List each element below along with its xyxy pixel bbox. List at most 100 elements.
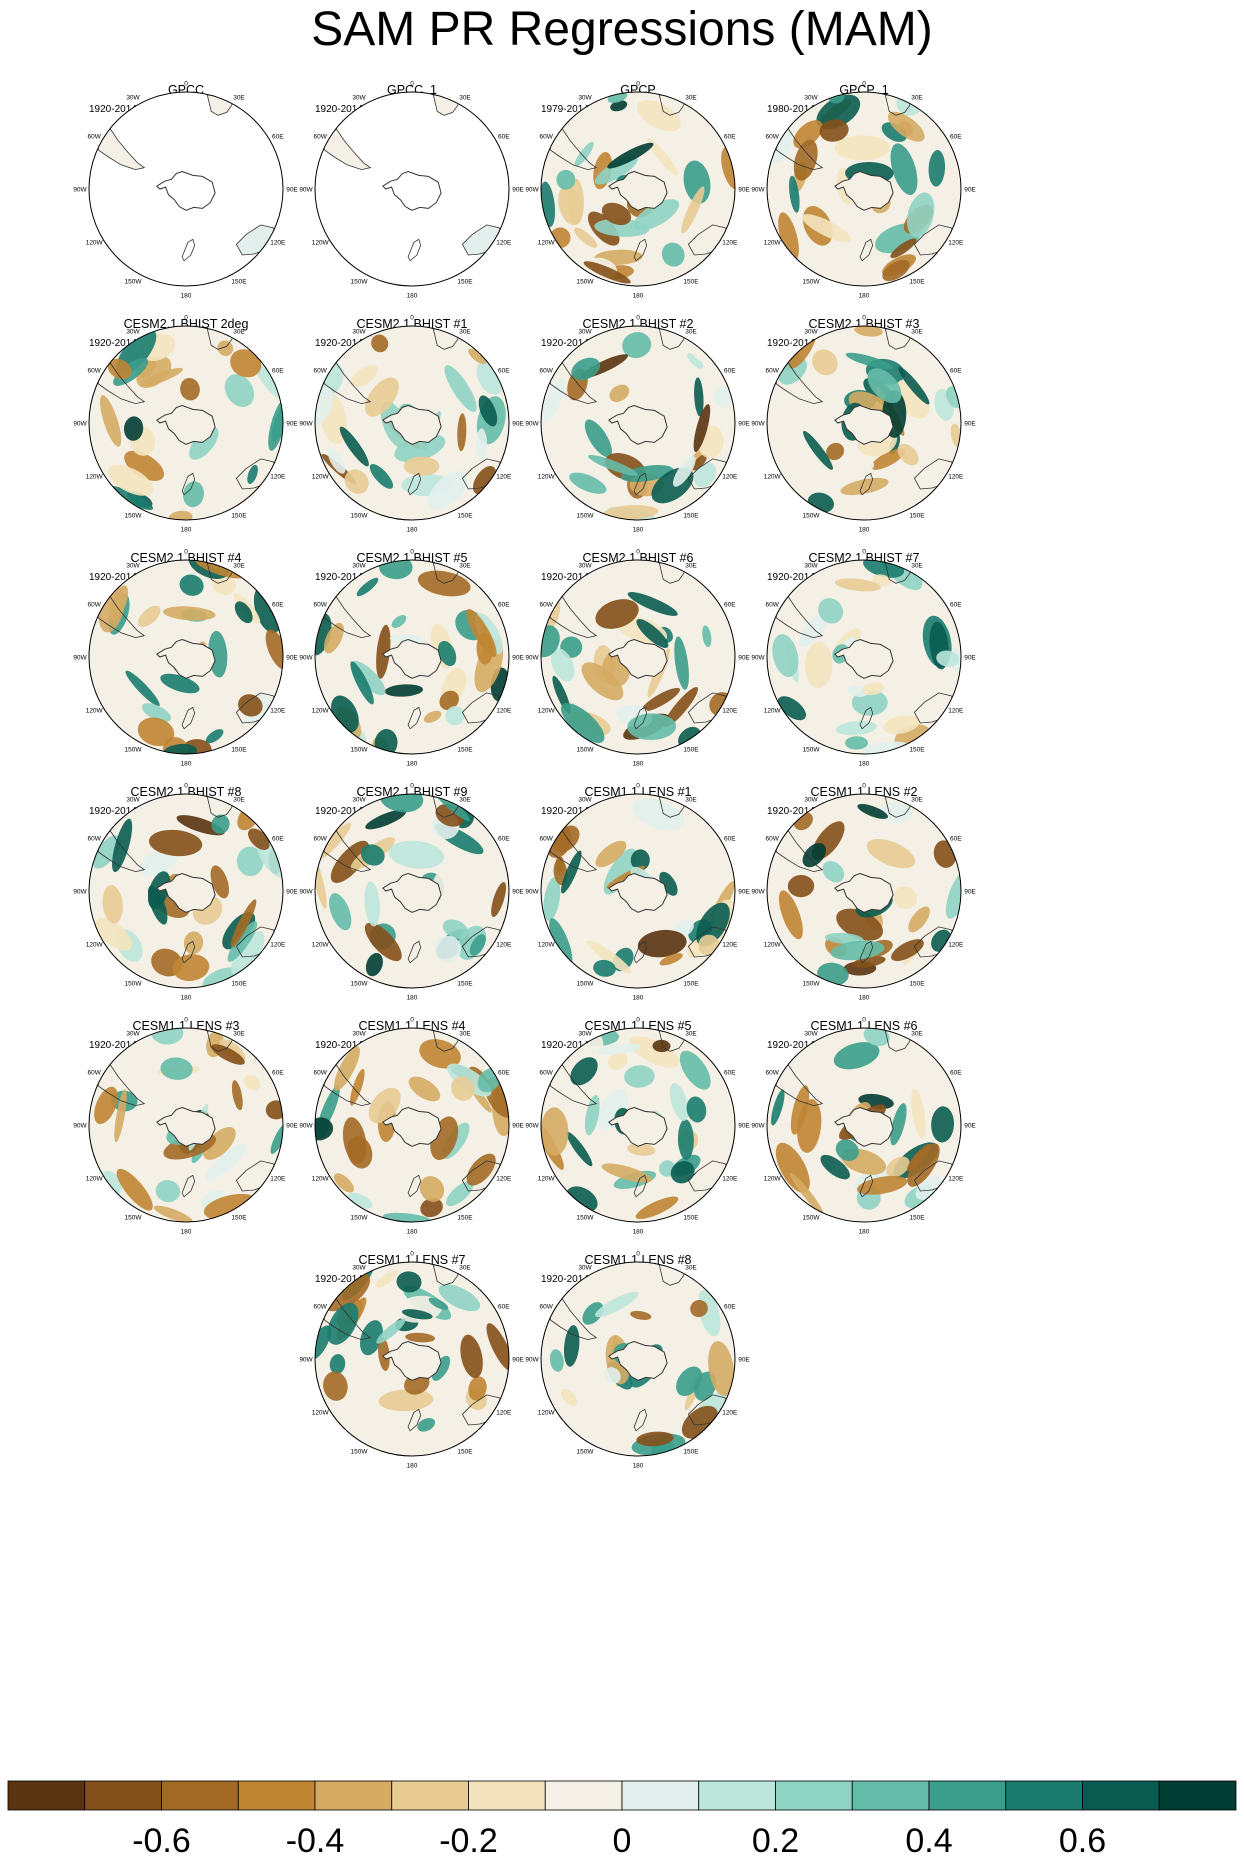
panel-period: 1920-2014 [541, 806, 589, 817]
lon-label: 150W [351, 746, 369, 753]
lon-label: 30W [578, 1031, 592, 1038]
lon-label: 30E [459, 329, 471, 336]
map-panel-cesm1-1-lens-5: CESM1.1 LENS #5 1920-2014 0 30E 60E 90E 120E 15… [525, 1017, 750, 1236]
lon-label: 30E [911, 329, 923, 336]
panel-title: CESM2.1 BHIST #8 [131, 785, 242, 799]
lon-label: 60E [272, 134, 284, 141]
lon-label: 150E [683, 278, 699, 285]
map-border [540, 1261, 736, 1457]
colorbar-box [161, 1780, 239, 1811]
lon-label: 60W [540, 368, 554, 375]
lon-label: 60E [950, 836, 962, 843]
lon-label: 30W [578, 797, 592, 804]
map-panel-gpcc-1: GPCC_11920-2014030E60E90E120E150E180150W… [299, 81, 524, 300]
panel-period: 1920-2014 [767, 1040, 815, 1051]
lon-label: 90E [512, 1123, 524, 1130]
lon-label: 90E [286, 421, 298, 428]
lon-label: 150E [457, 512, 473, 519]
panel-title: CESM2.1 BHIST #9 [357, 785, 468, 799]
colorbar-tick-label: 0.4 [905, 1822, 952, 1860]
colorbar: -0.6 -0.4 -0.2 0 0.2 0.4 0.6 [7, 1780, 1237, 1860]
colorbar-box [851, 1780, 930, 1811]
lon-label: 120E [948, 1176, 964, 1183]
colorbar-tick-label: -0.6 [132, 1822, 191, 1860]
lon-label: 30E [685, 563, 697, 570]
lon-label: 60W [314, 602, 328, 609]
colorbar-box [928, 1780, 1007, 1811]
lon-label: 60E [498, 1070, 510, 1077]
lon-label: 90E [738, 889, 750, 896]
panel-title: CESM1.1 LENS #3 [133, 1019, 240, 1033]
lon-label: 150W [577, 746, 595, 753]
lon-label: 180 [859, 995, 870, 1002]
map-panel-cesm2-1-bhist-6: CESM2.1 BHIST #6 1920-2014 0 30E 60E 90E 120E 1… [525, 549, 750, 768]
lon-label: 150W [803, 980, 821, 987]
panel-title: CESM2.1 BHIST #3 [809, 317, 920, 331]
colorbar-box [1005, 1780, 1083, 1811]
lon-label: 30W [352, 329, 366, 336]
lon-label: 0 [862, 1017, 866, 1024]
panel-period: 1920-2014 [315, 806, 363, 817]
panel-period: 1920-2014 [89, 338, 137, 349]
lon-label: 120E [270, 1176, 286, 1183]
colorbar-box [237, 1780, 316, 1811]
lon-label: 180 [633, 1229, 644, 1236]
lon-label: 30W [126, 329, 140, 336]
lon-label: 180 [407, 1463, 418, 1470]
map-panel-cesm2-1-bhist-9: CESM2.1 BHIST #9 1920-2014 0 30E 60E 90E 120E 1… [299, 783, 524, 1002]
panel-title: CESM2.1 BHIST #7 [809, 551, 920, 565]
lon-label: 90W [299, 1123, 313, 1130]
lon-label: 30E [459, 797, 471, 804]
lon-label: 120E [496, 708, 512, 715]
lon-label: 30E [911, 95, 923, 102]
lon-label: 150W [351, 1448, 369, 1455]
lon-label: 90W [525, 655, 539, 662]
lon-label: 150W [125, 278, 143, 285]
lon-label: 120W [764, 942, 782, 949]
map-border [88, 559, 284, 755]
map-border [314, 91, 510, 287]
lon-label: 180 [633, 761, 644, 768]
panel-period: 1920-2014 [541, 1040, 589, 1051]
panel-period: 1920-2014 [315, 572, 363, 583]
lon-label: 60W [88, 1070, 102, 1077]
panel-period: 1920-2014 [315, 1040, 363, 1051]
regression-field [767, 560, 961, 754]
lon-label: 60W [314, 836, 328, 843]
colorbar-box [468, 1780, 546, 1811]
panel-period: 1920-2014 [767, 338, 815, 349]
lon-label: 60W [314, 368, 328, 375]
lon-label: 60E [498, 368, 510, 375]
lon-label: 90E [286, 187, 298, 194]
lon-label: 150E [231, 1214, 247, 1221]
colorbar-box [84, 1780, 162, 1811]
colorbar-box [1082, 1780, 1160, 1811]
lon-label: 30W [578, 1265, 592, 1272]
lon-label: 120E [722, 1410, 738, 1417]
lon-label: 120E [270, 942, 286, 949]
map-panel-cesm2-1-bhist-7: CESM2.1 BHIST #7 1920-2014 0 30E 60E 90E 120E 1… [751, 549, 976, 768]
lon-label: 60E [498, 602, 510, 609]
lon-label: 150E [683, 512, 699, 519]
lon-label: 60W [314, 134, 328, 141]
lon-label: 120E [496, 1410, 512, 1417]
coastlines [319, 562, 505, 730]
lon-label: 30E [233, 797, 245, 804]
lon-label: 30W [804, 563, 818, 570]
lon-label: 30W [804, 95, 818, 102]
lon-label: 60W [766, 836, 780, 843]
lon-label: 90E [738, 655, 750, 662]
lon-label: 180 [407, 293, 418, 300]
regression-field [541, 560, 735, 754]
lon-label: 30E [911, 563, 923, 570]
lon-label: 150E [231, 278, 247, 285]
lon-label: 120E [270, 240, 286, 247]
lon-label: 30E [685, 1031, 697, 1038]
lon-label: 60W [88, 368, 102, 375]
coastlines [319, 1264, 505, 1432]
lon-label: 60E [950, 1070, 962, 1077]
regression-field [315, 1262, 509, 1456]
lon-label: 60W [314, 1304, 328, 1311]
map-panel-gpcc: GPCC1920-2014030E60E90E120E150E180150W12… [73, 81, 298, 300]
